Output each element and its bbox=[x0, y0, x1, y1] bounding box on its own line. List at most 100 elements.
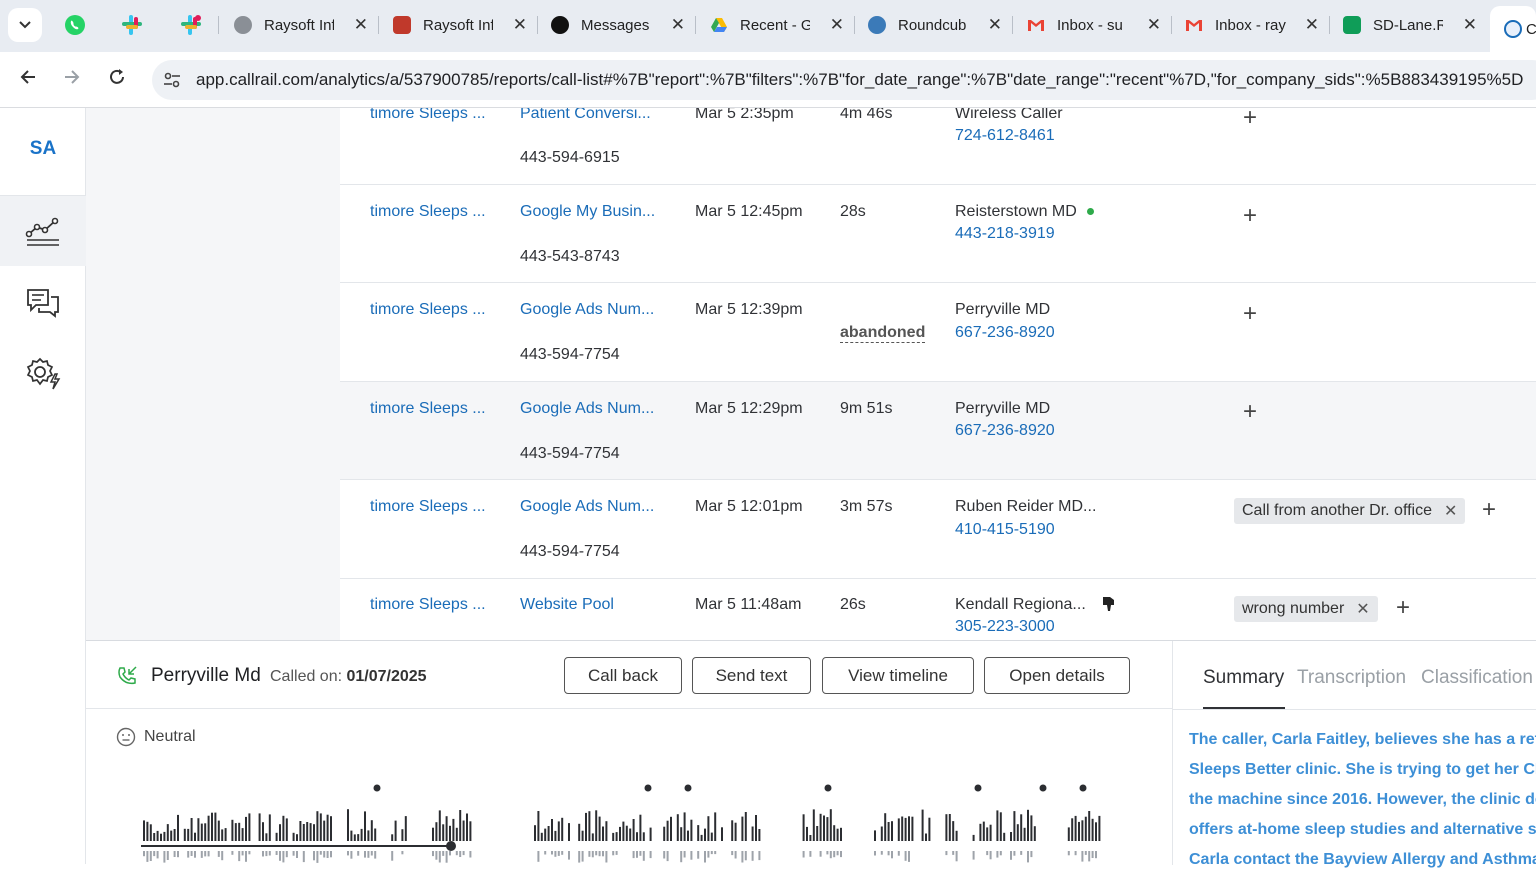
caller-phone[interactable]: 724-612-8461 bbox=[955, 127, 1055, 144]
waveform-bar bbox=[901, 816, 904, 841]
waveform-bar bbox=[1084, 816, 1087, 841]
waveform-bar bbox=[292, 832, 295, 841]
account-switcher[interactable]: SA bbox=[29, 138, 57, 159]
tab-roundcube[interactable]: Roundcub ✕ bbox=[854, 6, 1012, 44]
back-button[interactable] bbox=[14, 66, 42, 94]
add-tag-button[interactable]: + bbox=[1243, 202, 1258, 229]
close-icon[interactable]: ✕ bbox=[512, 15, 527, 34]
caller-phone[interactable]: 443-218-3919 bbox=[955, 225, 1055, 242]
tab-callrail-active[interactable]: C bbox=[1490, 6, 1536, 52]
waveform-bar bbox=[826, 817, 829, 841]
tab-inbox-1[interactable]: Inbox - su ✕ bbox=[1013, 6, 1171, 44]
url-field[interactable]: app.callrail.com/analytics/a/537900785/r… bbox=[152, 60, 1536, 100]
caller-phone[interactable]: 305-223-3000 bbox=[955, 618, 1055, 635]
close-icon[interactable]: ✕ bbox=[670, 15, 685, 34]
waveform-bar bbox=[585, 812, 587, 841]
thumbs-down-icon[interactable] bbox=[1102, 595, 1116, 613]
waveform-bar bbox=[904, 817, 907, 841]
tab-transcription[interactable]: Transcription bbox=[1297, 667, 1407, 688]
sidebar-item-settings[interactable] bbox=[0, 338, 86, 408]
company-link[interactable]: timore Sleeps ... bbox=[370, 498, 486, 515]
table-row[interactable]: timore Sleeps ... Website Pool Mar 5 11:… bbox=[340, 579, 1536, 640]
company-link[interactable]: timore Sleeps ... bbox=[370, 400, 486, 417]
waveform-bar bbox=[741, 816, 744, 841]
remove-tag-icon[interactable]: ✕ bbox=[1444, 503, 1458, 520]
company-link[interactable]: timore Sleeps ... bbox=[370, 108, 486, 122]
tracking-number: 443-594-7754 bbox=[520, 445, 620, 462]
playhead-handle[interactable] bbox=[446, 841, 456, 851]
tab-inbox-2[interactable]: Inbox - ray ✕ bbox=[1171, 6, 1329, 44]
sidebar-item-conversations[interactable] bbox=[0, 268, 86, 338]
close-icon[interactable]: ✕ bbox=[1304, 15, 1319, 34]
tab-google-drive[interactable]: Recent - G ✕ bbox=[696, 6, 854, 44]
company-link[interactable]: timore Sleeps ... bbox=[370, 596, 486, 613]
caller-phone[interactable]: 667-236-8920 bbox=[955, 324, 1055, 341]
tab-sd-lane[interactable]: SD-Lane.R ✕ bbox=[1329, 6, 1487, 44]
table-row[interactable]: timore Sleeps ... Google Ads Num... 443-… bbox=[340, 283, 1536, 382]
source-link[interactable]: Google Ads Num... bbox=[520, 301, 655, 318]
waveform-bar bbox=[326, 814, 329, 841]
close-icon[interactable]: ✕ bbox=[1146, 15, 1161, 34]
waveform-bar bbox=[557, 821, 560, 841]
source-link[interactable]: Google Ads Num... bbox=[520, 400, 655, 417]
tab-divider bbox=[1173, 709, 1536, 710]
waveform-bar-secondary bbox=[319, 851, 322, 855]
table-row[interactable]: timore Sleeps ... Google Ads Num... 443-… bbox=[340, 480, 1536, 579]
call-audio-waveform[interactable] bbox=[141, 781, 1171, 865]
add-tag-button[interactable]: + bbox=[1243, 108, 1258, 131]
tab-summary[interactable]: Summary bbox=[1203, 667, 1285, 688]
waveform-bar-secondary bbox=[581, 851, 584, 862]
table-row[interactable]: timore Sleeps ... Patient Conversi... 44… bbox=[340, 108, 1536, 185]
tab-raysoft-2[interactable]: Raysoft Inf ✕ bbox=[379, 6, 537, 44]
add-tag-button[interactable]: + bbox=[1243, 398, 1258, 425]
tracking-number: 443-594-7754 bbox=[520, 543, 620, 560]
call-back-button[interactable]: Call back bbox=[564, 657, 682, 694]
close-icon[interactable]: ✕ bbox=[829, 15, 844, 34]
waveform-bar bbox=[275, 832, 278, 841]
waveform-bar bbox=[1010, 832, 1012, 841]
remove-tag-icon[interactable]: ✕ bbox=[1356, 601, 1370, 618]
slack-pinned-tab-2[interactable] bbox=[176, 10, 206, 40]
slack-pinned-tab[interactable] bbox=[117, 10, 147, 40]
source-link[interactable]: Patient Conversi... bbox=[520, 108, 651, 122]
call-detail-panel: Perryville Md Called on: 01/07/2025 Call… bbox=[86, 640, 1536, 868]
close-icon[interactable]: ✕ bbox=[987, 15, 1002, 34]
source-link[interactable]: Website Pool bbox=[520, 596, 614, 613]
waveform-bar bbox=[710, 832, 713, 841]
roundcube-icon bbox=[868, 16, 886, 34]
waveform-bar-secondary bbox=[663, 851, 666, 859]
add-tag-button[interactable]: + bbox=[1243, 300, 1258, 327]
whatsapp-pinned-tab[interactable] bbox=[60, 10, 90, 40]
sidebar-item-analytics[interactable] bbox=[0, 196, 86, 266]
close-icon[interactable]: ✕ bbox=[353, 15, 368, 34]
close-icon[interactable]: ✕ bbox=[1462, 15, 1477, 34]
table-row[interactable]: timore Sleeps ... Google My Busin... 443… bbox=[340, 185, 1536, 283]
source-link[interactable]: Google My Busin... bbox=[520, 203, 656, 220]
analytics-icon bbox=[25, 217, 59, 246]
waveform-bar bbox=[248, 813, 251, 841]
source-link[interactable]: Google Ads Num... bbox=[520, 498, 655, 515]
company-link[interactable]: timore Sleeps ... bbox=[370, 301, 486, 318]
tab-classification[interactable]: Classification bbox=[1421, 667, 1533, 688]
table-row-selected[interactable]: timore Sleeps ... Google Ads Num... 443-… bbox=[340, 382, 1536, 480]
tab-search-button[interactable] bbox=[8, 8, 42, 42]
waveform-bar bbox=[812, 809, 815, 841]
open-details-button[interactable]: Open details bbox=[984, 657, 1130, 694]
company-link[interactable]: timore Sleeps ... bbox=[370, 203, 486, 220]
waveform-bar bbox=[238, 822, 241, 841]
add-tag-button[interactable]: + bbox=[1482, 496, 1497, 523]
waveform-bar-secondary bbox=[462, 851, 465, 856]
waveform-bar-secondary bbox=[887, 851, 890, 856]
content-gutter bbox=[86, 108, 340, 640]
caller-phone[interactable]: 667-236-8920 bbox=[955, 422, 1055, 439]
tab-raysoft-1[interactable]: Raysoft Inf ✕ bbox=[220, 6, 378, 44]
tab-messages[interactable]: Messages ✕ bbox=[537, 6, 695, 44]
waveform-bar bbox=[544, 828, 547, 841]
call-duration: 26s bbox=[840, 596, 866, 613]
forward-button[interactable] bbox=[58, 66, 86, 94]
send-text-button[interactable]: Send text bbox=[692, 657, 811, 694]
view-timeline-button[interactable]: View timeline bbox=[822, 657, 974, 694]
add-tag-button[interactable]: + bbox=[1396, 594, 1411, 621]
caller-phone[interactable]: 410-415-5190 bbox=[955, 521, 1055, 538]
reload-button[interactable] bbox=[103, 66, 131, 94]
